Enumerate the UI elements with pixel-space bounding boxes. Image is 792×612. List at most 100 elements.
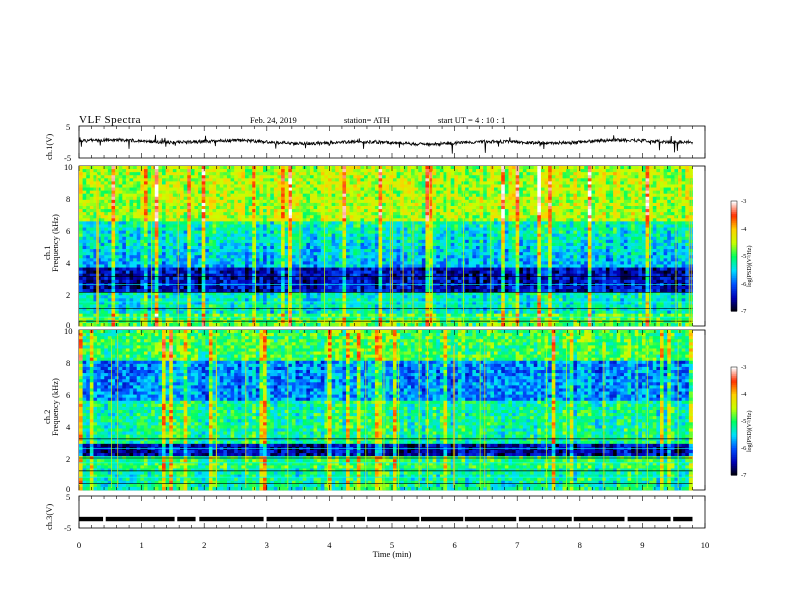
spectrogram-cell: [83, 194, 87, 197]
spectrogram-cell: [545, 200, 549, 203]
spectrogram-cell: [83, 178, 87, 181]
spectrogram-cell: [656, 188, 660, 191]
spectrogram-cell: [339, 184, 343, 187]
spectrogram-cell: [577, 181, 581, 184]
spectrogram-cell: [602, 184, 606, 187]
spectrogram-cell: [238, 197, 242, 200]
spectrogram-cell: [472, 175, 476, 178]
spectrogram-cell: [494, 200, 498, 203]
spectrogram-cell: [303, 200, 307, 203]
spectrogram-cell: [122, 175, 126, 178]
spectrogram-cell: [155, 203, 159, 206]
spectrogram-cell: [202, 172, 206, 175]
spectrogram-cell: [534, 178, 538, 181]
spectrogram-cell: [353, 166, 357, 169]
spectrogram-cell: [158, 172, 162, 175]
spectrogram-cell: [523, 178, 527, 181]
spectrogram-cell: [418, 172, 422, 175]
spectrogram-cell: [440, 169, 444, 172]
spectrogram-cell: [79, 172, 83, 175]
spectrogram-cell: [613, 184, 617, 187]
spectrogram-cell: [101, 181, 105, 184]
spectrogram-cell: [205, 172, 209, 175]
spectrogram-cell: [671, 166, 675, 169]
spectrogram-cell: [469, 197, 473, 200]
spectrogram-cell: [660, 188, 664, 191]
spectrogram-cell: [104, 178, 108, 181]
spectrogram-cell: [314, 181, 318, 184]
spectrogram-cell: [213, 194, 217, 197]
spectrogram-cell: [213, 175, 217, 178]
spectrogram-cell: [234, 194, 238, 197]
spectrogram-cell: [328, 191, 332, 194]
spectrogram-cell: [415, 197, 419, 200]
spectrogram-cell: [314, 194, 318, 197]
spectrogram-cell: [653, 175, 657, 178]
spectrogram-cell: [664, 169, 668, 172]
spectrogram-cell: [425, 200, 429, 203]
spectrogram-cell: [664, 188, 668, 191]
spectrogram-cell: [267, 166, 271, 169]
spectrogram-cell: [328, 178, 332, 181]
spectrogram-cell: [346, 188, 350, 191]
spectrogram-cell: [483, 191, 487, 194]
spectrogram-cell: [591, 188, 595, 191]
spectrogram-cell: [563, 181, 567, 184]
spectrogram-cell: [487, 172, 491, 175]
spectrogram-cell: [440, 178, 444, 181]
spectrogram-cell: [79, 175, 83, 178]
spectrogram-cell: [353, 172, 357, 175]
spectrogram-cell: [137, 191, 141, 194]
spectrogram-cell: [454, 175, 458, 178]
spectrogram-cell: [609, 191, 613, 194]
spectrogram-cell: [205, 203, 209, 206]
spectrogram-cell: [137, 166, 141, 169]
spectrogram-cell: [674, 172, 678, 175]
spectrogram-cell: [263, 197, 267, 200]
spectrogram-cell: [379, 191, 383, 194]
spectrogram-cell: [169, 169, 173, 172]
spectrogram-cell: [480, 175, 484, 178]
spectrogram-cell: [656, 181, 660, 184]
spectrogram-cell: [173, 184, 177, 187]
spectrogram-cell: [505, 194, 509, 197]
spectrogram-cell: [209, 175, 213, 178]
spectrogram-cell: [353, 175, 357, 178]
spectrogram-cell: [631, 166, 635, 169]
spectrogram-cell: [162, 191, 166, 194]
spectrogram-cell: [180, 191, 184, 194]
spectrogram-cell: [357, 175, 361, 178]
spectrogram-cell: [310, 191, 314, 194]
spectrogram-cell: [505, 188, 509, 191]
spectrogram-cell: [292, 175, 296, 178]
spectrogram-cell: [274, 178, 278, 181]
spectrogram-cell: [166, 191, 170, 194]
spectrogram-cell: [541, 184, 545, 187]
spectrogram-cell: [317, 197, 321, 200]
spectrogram-cell: [472, 197, 476, 200]
spectrogram-cell: [364, 197, 368, 200]
spectrogram-cell: [321, 172, 325, 175]
spectrogram-cell: [447, 200, 451, 203]
spectrogram-cell: [234, 181, 238, 184]
spectrogram-cell: [303, 169, 307, 172]
spectrogram-cell: [393, 197, 397, 200]
spectrogram-cell: [462, 175, 466, 178]
spectrogram-cell: [397, 191, 401, 194]
spectrogram-cell: [180, 184, 184, 187]
spectrogram-cell: [433, 191, 437, 194]
spectrogram-cell: [678, 194, 682, 197]
spectrogram-cell: [288, 194, 292, 197]
spectrogram-cell: [227, 169, 231, 172]
spectrogram-cell: [205, 191, 209, 194]
spectrogram-cell: [508, 200, 512, 203]
spectrogram-cell: [501, 188, 505, 191]
spectrogram-cell: [194, 184, 198, 187]
spectrogram-cell: [306, 200, 310, 203]
spectrogram-cell: [104, 203, 108, 206]
spectrogram-cell: [458, 194, 462, 197]
spectrogram-cell: [191, 188, 195, 191]
spectrogram-cell: [187, 184, 191, 187]
spectrogram-cell: [494, 181, 498, 184]
spectrogram-cell: [187, 200, 191, 203]
